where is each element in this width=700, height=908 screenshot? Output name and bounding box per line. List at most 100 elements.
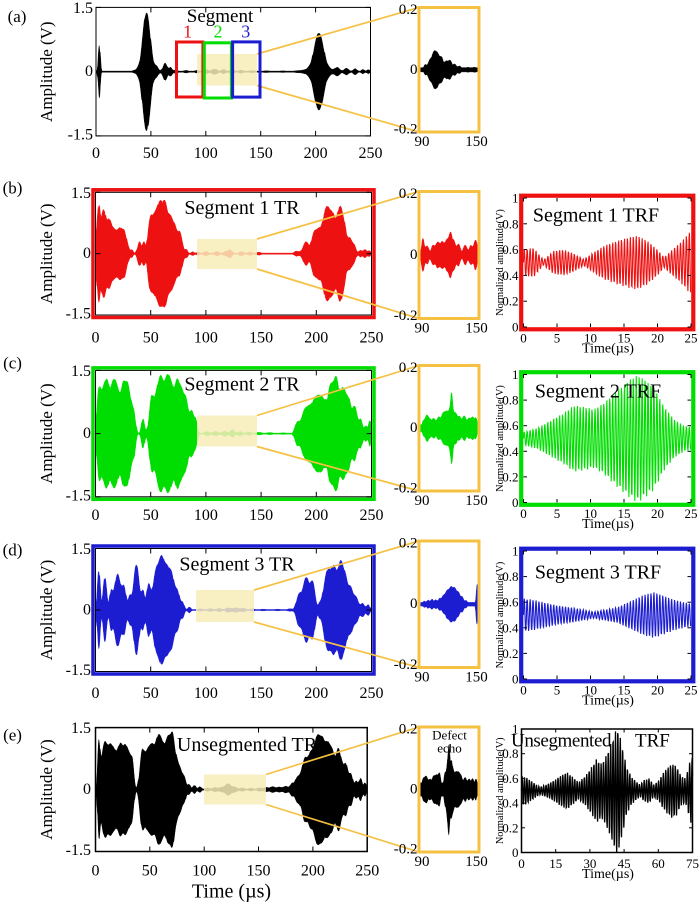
- svg-text:10: 10: [584, 506, 597, 521]
- svg-text:0: 0: [410, 782, 418, 798]
- svg-text:1.5: 1.5: [71, 185, 91, 202]
- svg-text:0: 0: [410, 420, 418, 436]
- svg-text:200: 200: [301, 863, 325, 880]
- svg-text:0.2: 0.2: [399, 186, 418, 202]
- svg-text:60: 60: [652, 856, 665, 871]
- svg-text:0: 0: [92, 145, 100, 162]
- svg-text:-0.2: -0.2: [394, 481, 418, 497]
- svg-text:-1.5: -1.5: [66, 842, 91, 859]
- svg-text:0.8: 0.8: [502, 569, 518, 584]
- svg-text:-1.5: -1.5: [66, 662, 91, 679]
- svg-text:0.6: 0.6: [502, 771, 519, 786]
- svg-text:0.2: 0.2: [502, 469, 518, 484]
- svg-text:150: 150: [465, 854, 488, 870]
- svg-text:50: 50: [143, 145, 159, 162]
- svg-text:Defect: Defect: [432, 728, 467, 743]
- svg-text:0: 0: [83, 425, 91, 442]
- svg-text:20: 20: [651, 331, 664, 346]
- svg-text:25: 25: [685, 506, 698, 521]
- svg-text:30: 30: [583, 856, 596, 871]
- svg-text:0: 0: [85, 63, 93, 80]
- svg-text:0: 0: [520, 331, 527, 346]
- svg-text:0.8: 0.8: [502, 746, 518, 761]
- svg-text:-0.2: -0.2: [394, 308, 418, 324]
- svg-text:0: 0: [512, 672, 519, 687]
- svg-text:0.2: 0.2: [502, 646, 518, 661]
- svg-text:15: 15: [618, 331, 631, 346]
- svg-text:Time(µs): Time(µs): [582, 517, 634, 532]
- svg-text:Time(µs): Time(µs): [582, 867, 634, 882]
- svg-text:-0.2: -0.2: [394, 657, 418, 673]
- svg-text:20: 20: [651, 683, 664, 698]
- svg-text:Normalized amplitude(V): Normalized amplitude(V): [495, 385, 506, 492]
- svg-text:0.2: 0.2: [502, 820, 518, 835]
- svg-text:Amplitude (V): Amplitude (V): [37, 203, 56, 304]
- svg-text:50: 50: [143, 685, 159, 702]
- svg-text:0.8: 0.8: [502, 216, 518, 231]
- svg-text:200: 200: [304, 329, 328, 346]
- svg-text:(c): (c): [3, 354, 22, 373]
- svg-text:Normalized amplitude(V): Normalized amplitude(V): [495, 562, 506, 669]
- svg-text:25: 25: [685, 683, 698, 698]
- svg-text:0: 0: [512, 495, 519, 510]
- svg-text:1: 1: [512, 544, 519, 559]
- svg-text:1: 1: [512, 722, 519, 737]
- svg-text:150: 150: [465, 321, 488, 337]
- svg-text:0.2: 0.2: [502, 294, 518, 309]
- svg-text:0: 0: [518, 856, 525, 871]
- svg-text:0: 0: [92, 685, 100, 702]
- svg-text:0.4: 0.4: [502, 620, 519, 635]
- svg-text:Amplitude (V): Amplitude (V): [37, 560, 56, 661]
- svg-text:90: 90: [415, 321, 430, 337]
- svg-text:Amplitude (V): Amplitude (V): [37, 739, 56, 840]
- svg-text:Unsegmented: Unsegmented: [511, 731, 612, 752]
- svg-text:Time(µs): Time(µs): [582, 694, 634, 709]
- svg-text:0.2: 0.2: [399, 360, 418, 376]
- svg-text:250: 250: [360, 507, 384, 524]
- svg-text:TRF: TRF: [635, 731, 670, 752]
- svg-text:15: 15: [618, 683, 631, 698]
- svg-text:50: 50: [142, 863, 158, 880]
- svg-text:(b): (b): [3, 179, 23, 198]
- svg-text:0.2: 0.2: [399, 722, 418, 738]
- svg-text:Amplitude (V): Amplitude (V): [37, 383, 56, 484]
- svg-text:1: 1: [512, 367, 519, 382]
- svg-text:-1.5: -1.5: [68, 126, 93, 143]
- svg-text:10: 10: [584, 331, 597, 346]
- svg-text:10: 10: [584, 683, 597, 698]
- svg-text:Segment 3 TRF: Segment 3 TRF: [535, 562, 661, 584]
- svg-text:Amplitude (V): Amplitude (V): [37, 21, 56, 122]
- svg-text:90: 90: [415, 670, 430, 686]
- svg-text:Unsegmented TR: Unsegmented TR: [177, 734, 318, 756]
- svg-text:45: 45: [618, 856, 631, 871]
- svg-text:250: 250: [359, 145, 383, 162]
- svg-text:0: 0: [520, 506, 527, 521]
- svg-text:1: 1: [183, 22, 192, 42]
- svg-text:150: 150: [465, 493, 488, 509]
- svg-text:25: 25: [685, 331, 698, 346]
- svg-text:0: 0: [83, 781, 91, 798]
- svg-text:100: 100: [194, 329, 218, 346]
- svg-text:5: 5: [554, 506, 561, 521]
- svg-text:3: 3: [241, 22, 250, 42]
- svg-text:Time (µs): Time (µs): [192, 881, 271, 903]
- svg-text:250: 250: [360, 329, 384, 346]
- svg-text:echo: echo: [437, 741, 462, 756]
- svg-text:(d): (d): [3, 541, 23, 560]
- svg-text:Segment 2 TRF: Segment 2 TRF: [535, 381, 661, 403]
- svg-text:1: 1: [512, 191, 519, 206]
- svg-text:150: 150: [247, 863, 271, 880]
- svg-text:Normalized amplitude(V): Normalized amplitude(V): [495, 737, 506, 844]
- svg-text:Segment 2 TR: Segment 2 TR: [184, 374, 300, 396]
- svg-text:250: 250: [355, 863, 379, 880]
- svg-text:150: 150: [249, 685, 273, 702]
- svg-text:Time(µs): Time(µs): [582, 342, 634, 357]
- svg-text:1.5: 1.5: [71, 720, 91, 737]
- svg-text:5: 5: [554, 331, 561, 346]
- svg-text:15: 15: [618, 506, 631, 521]
- svg-text:(e): (e): [3, 726, 22, 745]
- svg-text:0.6: 0.6: [502, 242, 519, 257]
- svg-text:20: 20: [651, 506, 664, 521]
- svg-text:0: 0: [83, 602, 91, 619]
- svg-text:0.6: 0.6: [502, 418, 519, 433]
